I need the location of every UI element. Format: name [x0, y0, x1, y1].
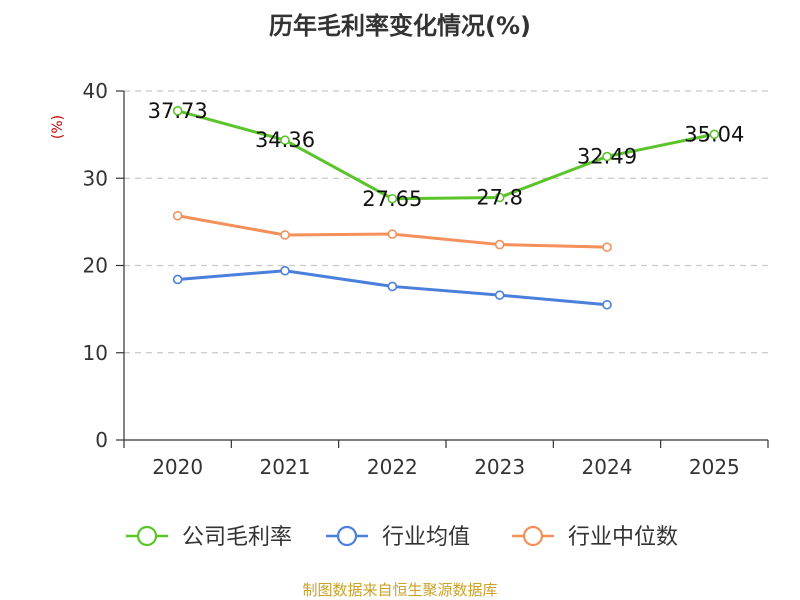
series-0-point-2024 — [602, 151, 612, 162]
source-note: 制图数据来自恒生聚源数据库 — [302, 581, 497, 599]
series-2-point-2023 — [494, 239, 505, 250]
series-line-0 — [176, 109, 716, 201]
series-1-point-2020 — [172, 274, 183, 285]
data-label-2021: 34.36 — [255, 128, 315, 152]
series-2-point-2021 — [280, 230, 290, 240]
legend-label-2: 行业中位数 — [568, 525, 678, 550]
series-2-point-2022 — [387, 229, 398, 239]
x-tick-label-2025: 2025 — [689, 455, 740, 479]
series-0-point-2020 — [172, 106, 183, 116]
data-label-2022: 27.65 — [362, 187, 422, 211]
series-0-point-2021 — [280, 135, 290, 146]
data-label-2024: 32.49 — [577, 145, 637, 169]
x-tick-label-2023: 2023 — [474, 455, 525, 479]
data-label-2023: 27.8 — [476, 185, 523, 209]
chart-title: 历年毛利率变化情况(%) — [269, 12, 531, 40]
legend-marker-icon-0 — [136, 525, 158, 547]
legend-item-0[interactable]: 公司毛利率 — [126, 525, 292, 550]
x-tick-label-2024: 2024 — [582, 455, 633, 479]
y-tick-label-10: 10 — [83, 341, 108, 365]
series-layer — [172, 106, 720, 310]
data-label-layer: 37.73 34.36 27.65 27.8 32.49 35.04 — [148, 99, 745, 211]
series-1-point-2021 — [280, 265, 290, 276]
series-0-point-2022 — [387, 193, 398, 204]
series-0-point-2023 — [494, 192, 505, 203]
grid-layer — [124, 90, 768, 354]
y-tick-label-0: 0 — [95, 428, 108, 452]
y-tick-label-30: 30 — [83, 166, 108, 190]
legend-label-0: 公司毛利率 — [182, 525, 292, 550]
axis-layer: 0 10 20 30 40 2020 2021 2022 2023 2024 2025 — [83, 79, 769, 479]
data-label-2025: 35.04 — [684, 122, 744, 146]
data-label-2020: 37.73 — [148, 99, 208, 123]
x-tick-label-2020: 2020 — [152, 455, 203, 479]
y-tick-label-20: 20 — [83, 254, 108, 278]
legend-marker-icon-1 — [336, 525, 358, 547]
series-1-point-2023 — [494, 290, 505, 300]
series-2-point-2020 — [172, 210, 183, 221]
series-1-point-2022 — [387, 281, 398, 292]
series-0-point-2025 — [709, 129, 720, 140]
legend-item-2[interactable]: 行业中位数 — [512, 525, 678, 550]
series-2-point-2024 — [602, 242, 612, 252]
y-axis-unit-label: (%) — [50, 115, 66, 139]
y-tick-label-40: 40 — [83, 79, 108, 103]
series-1-point-2024 — [602, 299, 612, 310]
legend-marker-icon-2 — [522, 525, 544, 547]
x-tick-label-2021: 2021 — [260, 455, 311, 479]
x-tick-label-2022: 2022 — [367, 455, 418, 479]
legend-label-1: 行业均值 — [382, 525, 470, 550]
legend-item-1[interactable]: 行业均值 — [326, 525, 470, 550]
legend[interactable]: 公司毛利率 行业均值 行业中位数 — [126, 525, 678, 550]
